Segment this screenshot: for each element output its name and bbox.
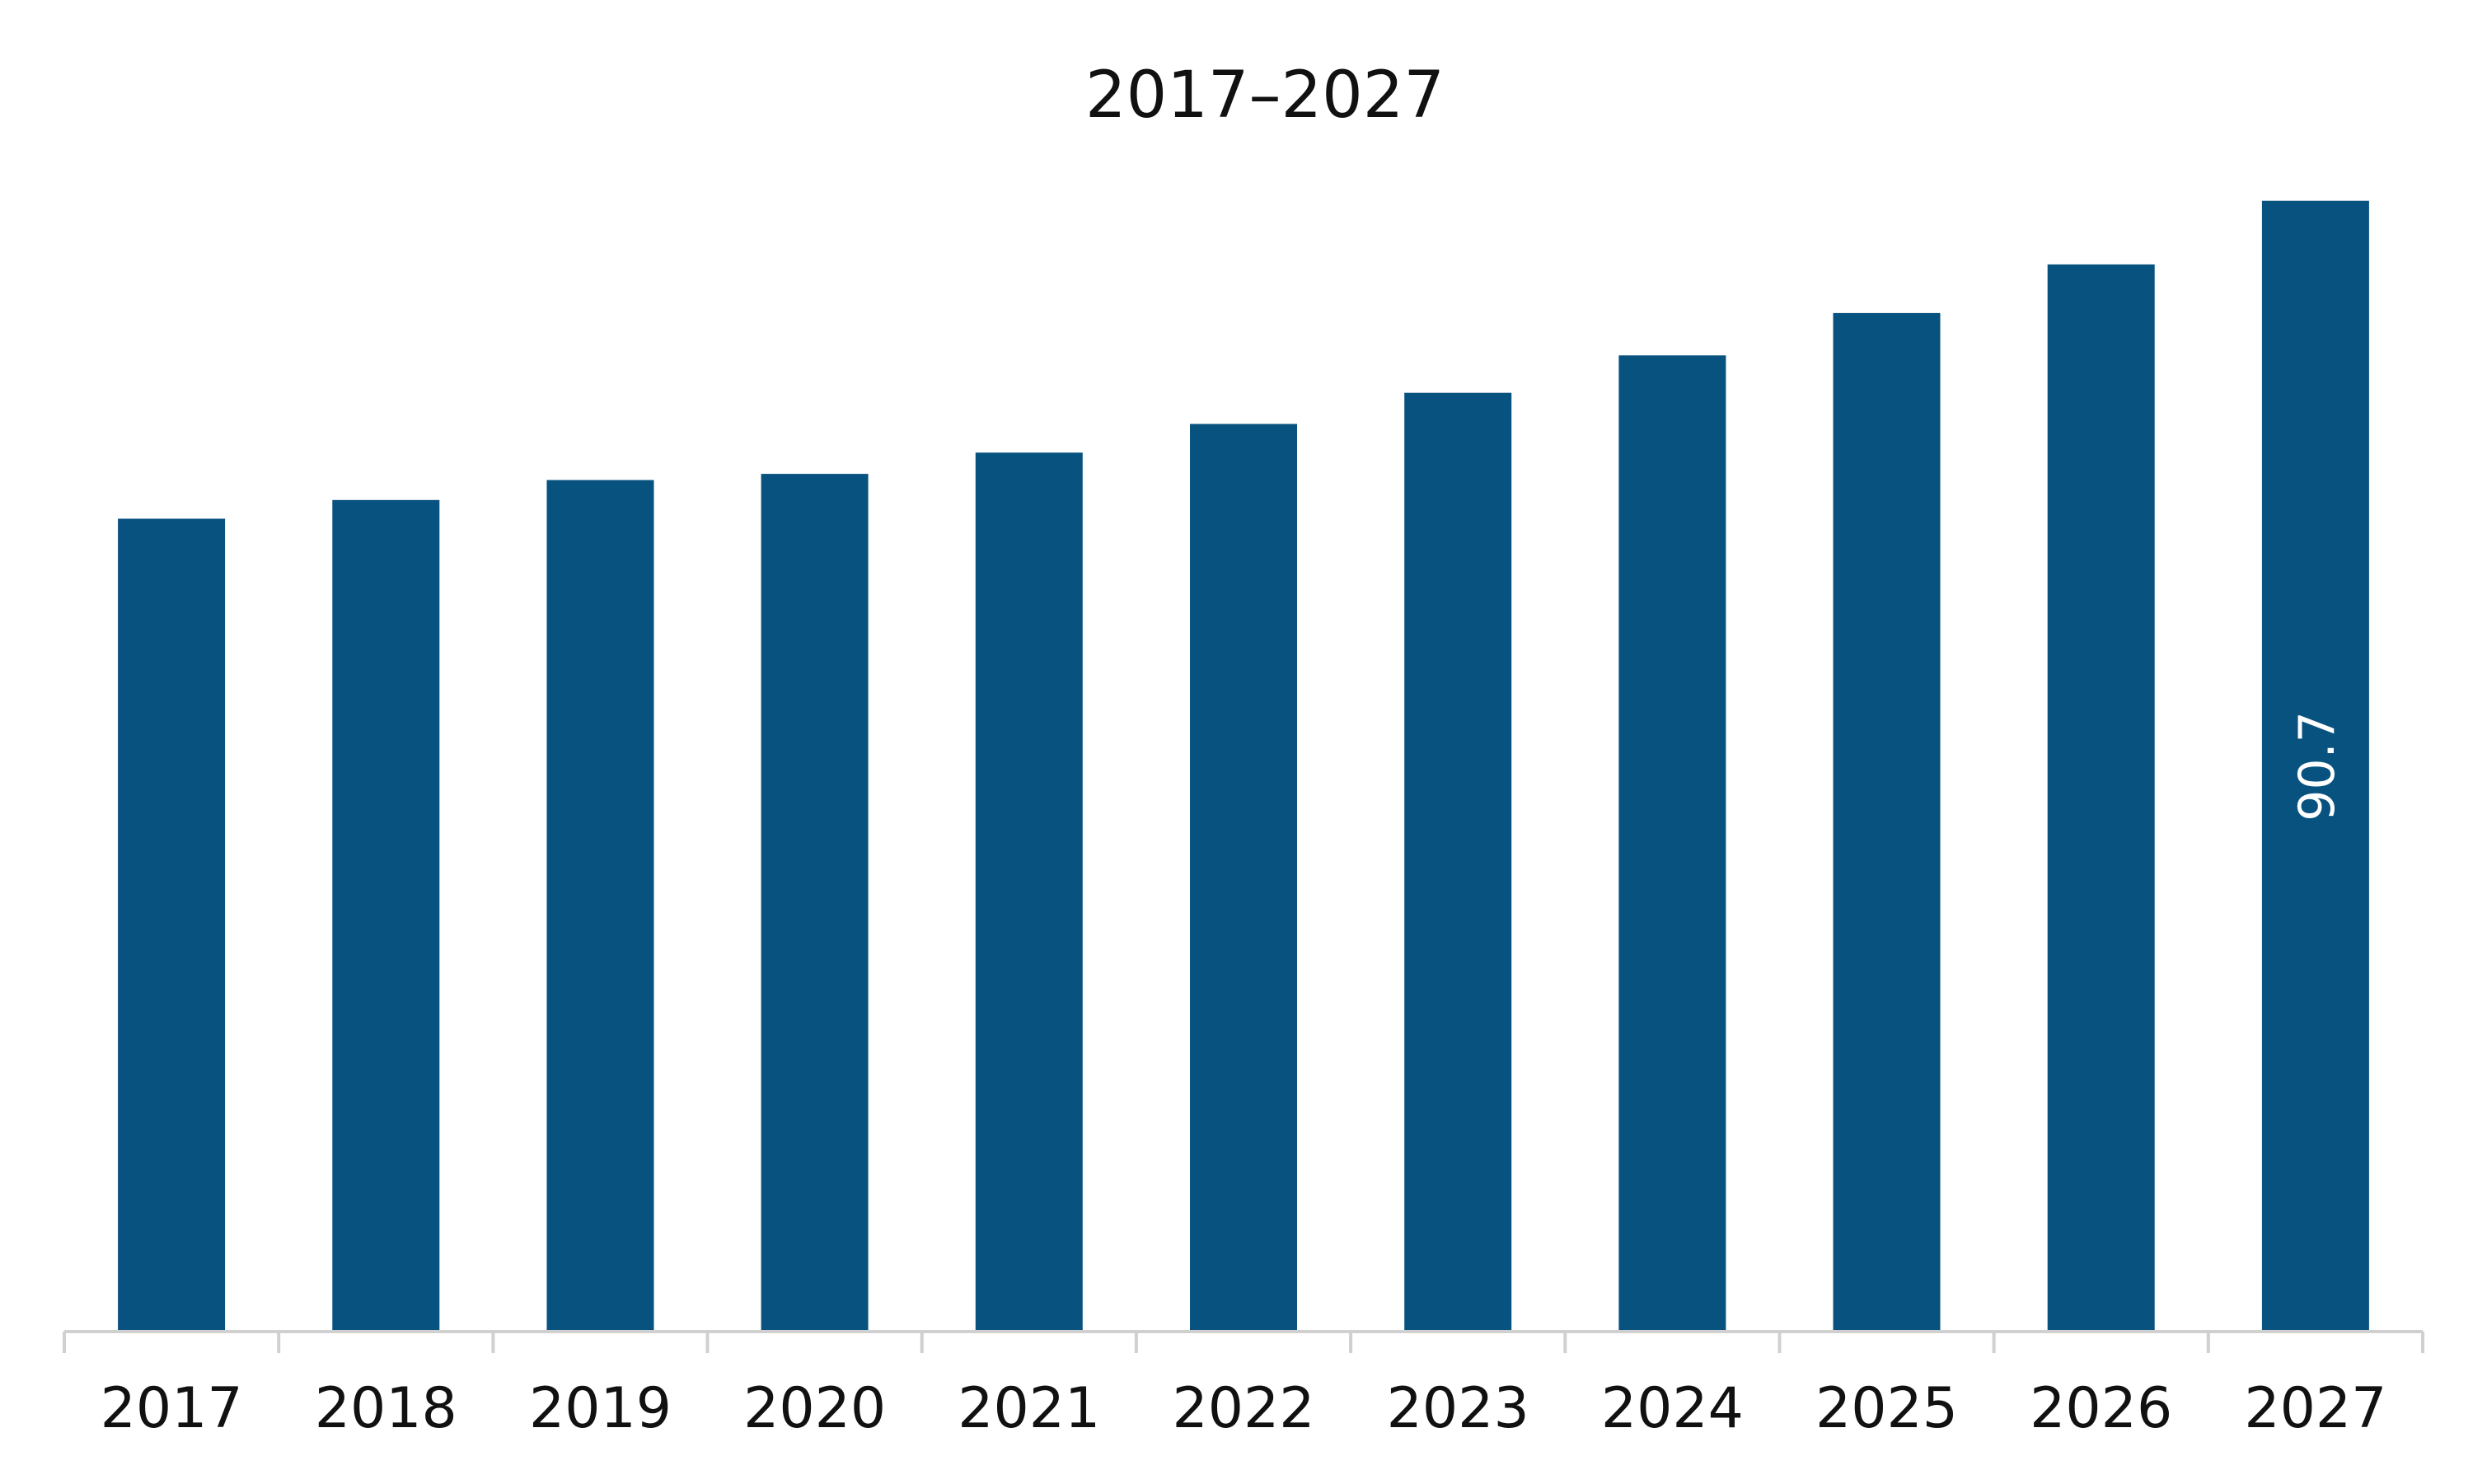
- bar-2019: [546, 480, 654, 1332]
- x-tick-label-2020: 2020: [743, 1376, 886, 1441]
- tick-labels: 2017 2018 2019 2020 2021 2022 2023 2024 2025 2026…: [101, 1376, 2387, 1441]
- x-tick-label-2026: 2026: [2030, 1376, 2172, 1441]
- bar-2023: [1404, 392, 1512, 1332]
- bar-2021: [975, 452, 1083, 1332]
- x-tick-label-2021: 2021: [958, 1376, 1100, 1441]
- x-tick-label-2024: 2024: [1601, 1376, 1744, 1441]
- bar-2020: [761, 474, 869, 1332]
- bars-layer: 90.7: [118, 200, 2369, 1332]
- bar-2018: [332, 499, 440, 1332]
- x-tick-label-2019: 2019: [529, 1376, 672, 1441]
- x-axis: [63, 1330, 2424, 1353]
- x-tick-label-2017: 2017: [101, 1376, 243, 1441]
- bar-2025: [1833, 312, 1941, 1332]
- bar-2017: [118, 518, 226, 1332]
- x-tick-label-2025: 2025: [1815, 1376, 1958, 1441]
- x-tick-label-2023: 2023: [1387, 1376, 1529, 1441]
- bar-2022: [1190, 424, 1297, 1332]
- chart-title: 2017–2027: [1085, 59, 1445, 133]
- bar-2026: [2047, 264, 2155, 1332]
- x-tick-label-2027: 2027: [2244, 1376, 2386, 1441]
- x-tick-label-2018: 2018: [315, 1376, 457, 1441]
- bar-2027: [2261, 200, 2369, 1332]
- data-label-2027: 90.7: [2288, 711, 2346, 822]
- x-tick-label-2022: 2022: [1172, 1376, 1314, 1441]
- bar-2024: [1618, 355, 1726, 1332]
